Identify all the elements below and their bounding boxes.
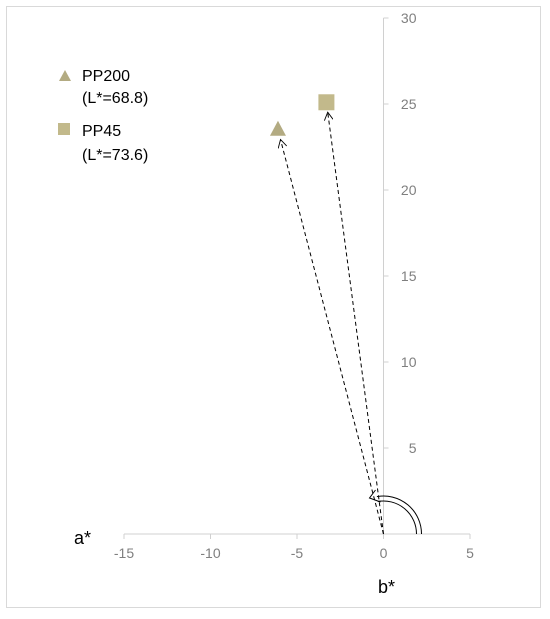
hue-arc-line (376, 495, 422, 535)
legend-square-marker (58, 123, 70, 135)
y-tick-label: 10 (401, 354, 417, 370)
x-tick-label: 0 (380, 545, 388, 561)
y-tick-label: 5 (409, 440, 417, 456)
y-tick-label: 25 (401, 96, 417, 112)
x-tick-label: -5 (291, 545, 304, 561)
hue-angle-arc (368, 489, 422, 535)
x-axis-label: a* (74, 528, 91, 548)
hue-arc-arrowhead (368, 489, 381, 503)
dashed-arrow (328, 112, 384, 535)
y-axis-label: b* (378, 577, 395, 597)
x-tick-labels: -15 -10 -5 0 5 (114, 534, 474, 561)
legend-triangle-marker (59, 70, 71, 81)
x-tick-label: -15 (114, 545, 134, 561)
legend-label-pp200: PP200 (82, 68, 130, 85)
data-point-pp200 (269, 120, 286, 136)
data-points (269, 94, 335, 136)
y-tick-labels: 5 10 15 20 25 30 (383, 10, 417, 456)
y-tick-label: 20 (401, 182, 417, 198)
x-tick-label: -10 (200, 545, 220, 561)
y-tick-label: 30 (401, 10, 417, 26)
y-tick-label: 15 (401, 268, 417, 284)
x-tick-label: 5 (466, 545, 474, 561)
legend-label-pp45: PP45 (82, 123, 121, 140)
data-point-pp45 (318, 94, 335, 111)
vector-arrows (280, 112, 384, 535)
dashed-arrow (280, 139, 384, 535)
chart-frame (6, 6, 541, 608)
legend-sublabel-pp200: (L*=68.8) (82, 90, 148, 107)
hue-arc-line (377, 500, 417, 535)
legend: PP200 (L*=68.8) PP45 (L*=73.6) (58, 68, 148, 164)
legend-sublabel-pp45: (L*=73.6) (82, 147, 148, 164)
